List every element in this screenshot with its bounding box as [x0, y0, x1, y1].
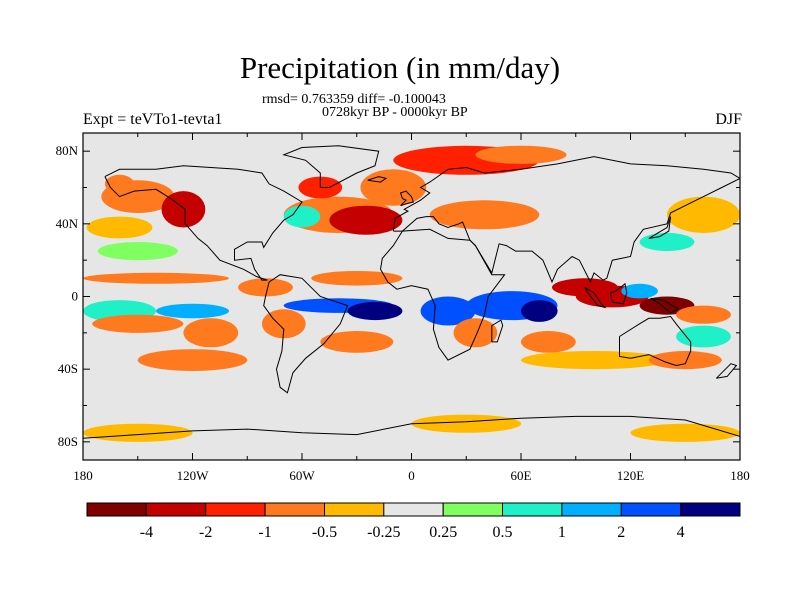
coastline — [584, 286, 607, 309]
anomaly-patch — [521, 300, 558, 322]
map-axes: 80N 40N 0 40S 80S 180 120W 60W 0 60E 120E 180 — [56, 133, 750, 483]
colorbar-label: 0.25 — [429, 524, 457, 541]
coastline — [491, 319, 504, 343]
lon-tick-label: 120E — [617, 468, 645, 483]
colorbar: -4 -2 -1 -0.5 -0.25 0.25 0.5 1 2 4 — [86, 502, 741, 541]
season-label: DJF — [715, 111, 742, 128]
anomaly-patch — [104, 174, 135, 193]
colorbar-box — [620, 502, 682, 517]
experiment-label: Expt = teVTo1-tevta1 — [83, 111, 223, 128]
coastline — [715, 363, 738, 379]
colorbar-box — [442, 502, 504, 517]
lat-tick-label: 80N — [56, 143, 79, 158]
coastline — [399, 190, 414, 207]
colorbar-label: -4 — [140, 524, 153, 541]
coastline — [83, 415, 740, 439]
anomaly-patch — [475, 145, 567, 164]
colorbar-box — [205, 502, 266, 517]
coastline — [104, 165, 303, 281]
anomaly-patch — [676, 305, 731, 324]
anomaly-patch — [521, 331, 576, 353]
lat-tick-label: 80S — [58, 434, 78, 449]
anomaly-patch — [453, 318, 498, 348]
anomaly-patch — [92, 314, 184, 333]
anomaly-patch — [411, 414, 522, 433]
anomaly-patch — [347, 301, 403, 321]
anomaly-patch — [320, 331, 394, 353]
anomaly-patch — [137, 349, 248, 371]
lat-tick-label: 0 — [72, 289, 79, 304]
colorbar-box — [383, 502, 444, 517]
anomaly-patch — [97, 242, 178, 261]
anomaly-patch — [238, 278, 293, 297]
lon-tick-label: 60E — [511, 468, 532, 483]
anomaly-patch — [183, 318, 239, 348]
anomaly-patch — [156, 303, 229, 319]
anomaly-patch — [676, 325, 731, 348]
anomaly-patch — [261, 309, 306, 339]
anomaly-patch — [639, 232, 695, 252]
colorbar-box — [145, 502, 207, 517]
anomaly-patch — [329, 205, 403, 235]
lon-tick-label: 120W — [177, 468, 210, 483]
colorbar-box — [561, 502, 622, 517]
colorbar-box — [680, 502, 741, 517]
stats-line: rmsd= 0.763359 diff= -0.100043 — [262, 92, 446, 107]
anomaly-field — [83, 145, 740, 442]
coastline — [648, 216, 672, 239]
colorbar-label: 0.5 — [493, 524, 513, 541]
lat-tick-label: 40S — [58, 361, 78, 376]
lon-tick-label: 0 — [408, 468, 415, 483]
coastline — [392, 156, 740, 284]
coastline — [609, 282, 628, 305]
coastline — [367, 176, 388, 183]
colorbar-box — [264, 502, 326, 517]
map-panel — [82, 132, 741, 461]
coastline — [380, 228, 506, 361]
anomaly-patch — [429, 200, 540, 230]
anomaly-patch — [283, 205, 321, 228]
colorbar-label: -2 — [199, 524, 212, 541]
colorbar-box — [324, 502, 385, 517]
lon-tick-label: 60W — [289, 468, 315, 483]
plot-title: Precipitation (in mm/day) — [239, 50, 561, 85]
colorbar-label: -0.5 — [312, 524, 337, 541]
coastline — [282, 145, 380, 188]
anomaly-patch — [311, 271, 403, 286]
anomaly-patch — [521, 351, 667, 370]
coastline — [619, 315, 692, 367]
colorbar-label: 4 — [677, 524, 685, 541]
lat-tick-label: 40N — [56, 216, 79, 231]
anomaly-patch — [83, 423, 193, 442]
anomaly-patch — [360, 169, 427, 206]
anomaly-patch — [648, 351, 722, 370]
anomaly-patch — [86, 216, 153, 239]
coastlines — [83, 145, 740, 439]
anomaly-patch — [630, 423, 740, 442]
coastline — [263, 274, 349, 394]
colorbar-label: 1 — [558, 524, 566, 541]
colorbar-label: -1 — [258, 524, 271, 541]
anomaly-patch — [667, 196, 740, 233]
colorbar-label: 2 — [617, 524, 625, 541]
lon-tick-label: 180 — [73, 468, 93, 483]
lon-tick-label: 180 — [730, 468, 750, 483]
anomaly-patch — [83, 272, 229, 284]
colorbar-box — [86, 502, 147, 517]
colorbar-label: -0.25 — [367, 524, 400, 541]
colorbar-box — [502, 502, 563, 517]
coastline — [650, 297, 680, 314]
anomaly-patch — [621, 283, 658, 299]
period-line: 0728kyr BP - 0000kyr BP — [322, 105, 468, 120]
